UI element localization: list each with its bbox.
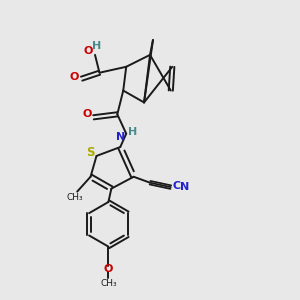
Text: CH₃: CH₃	[67, 193, 83, 202]
Text: C: C	[172, 181, 180, 191]
Text: H: H	[128, 127, 137, 137]
Text: O: O	[104, 265, 113, 275]
Text: O: O	[84, 46, 93, 56]
Text: N: N	[180, 182, 189, 192]
Text: O: O	[70, 72, 79, 82]
Text: O: O	[82, 109, 92, 119]
Text: H: H	[92, 41, 101, 51]
Text: N: N	[116, 132, 125, 142]
Text: CH₃: CH₃	[100, 279, 117, 288]
Text: S: S	[86, 146, 94, 159]
